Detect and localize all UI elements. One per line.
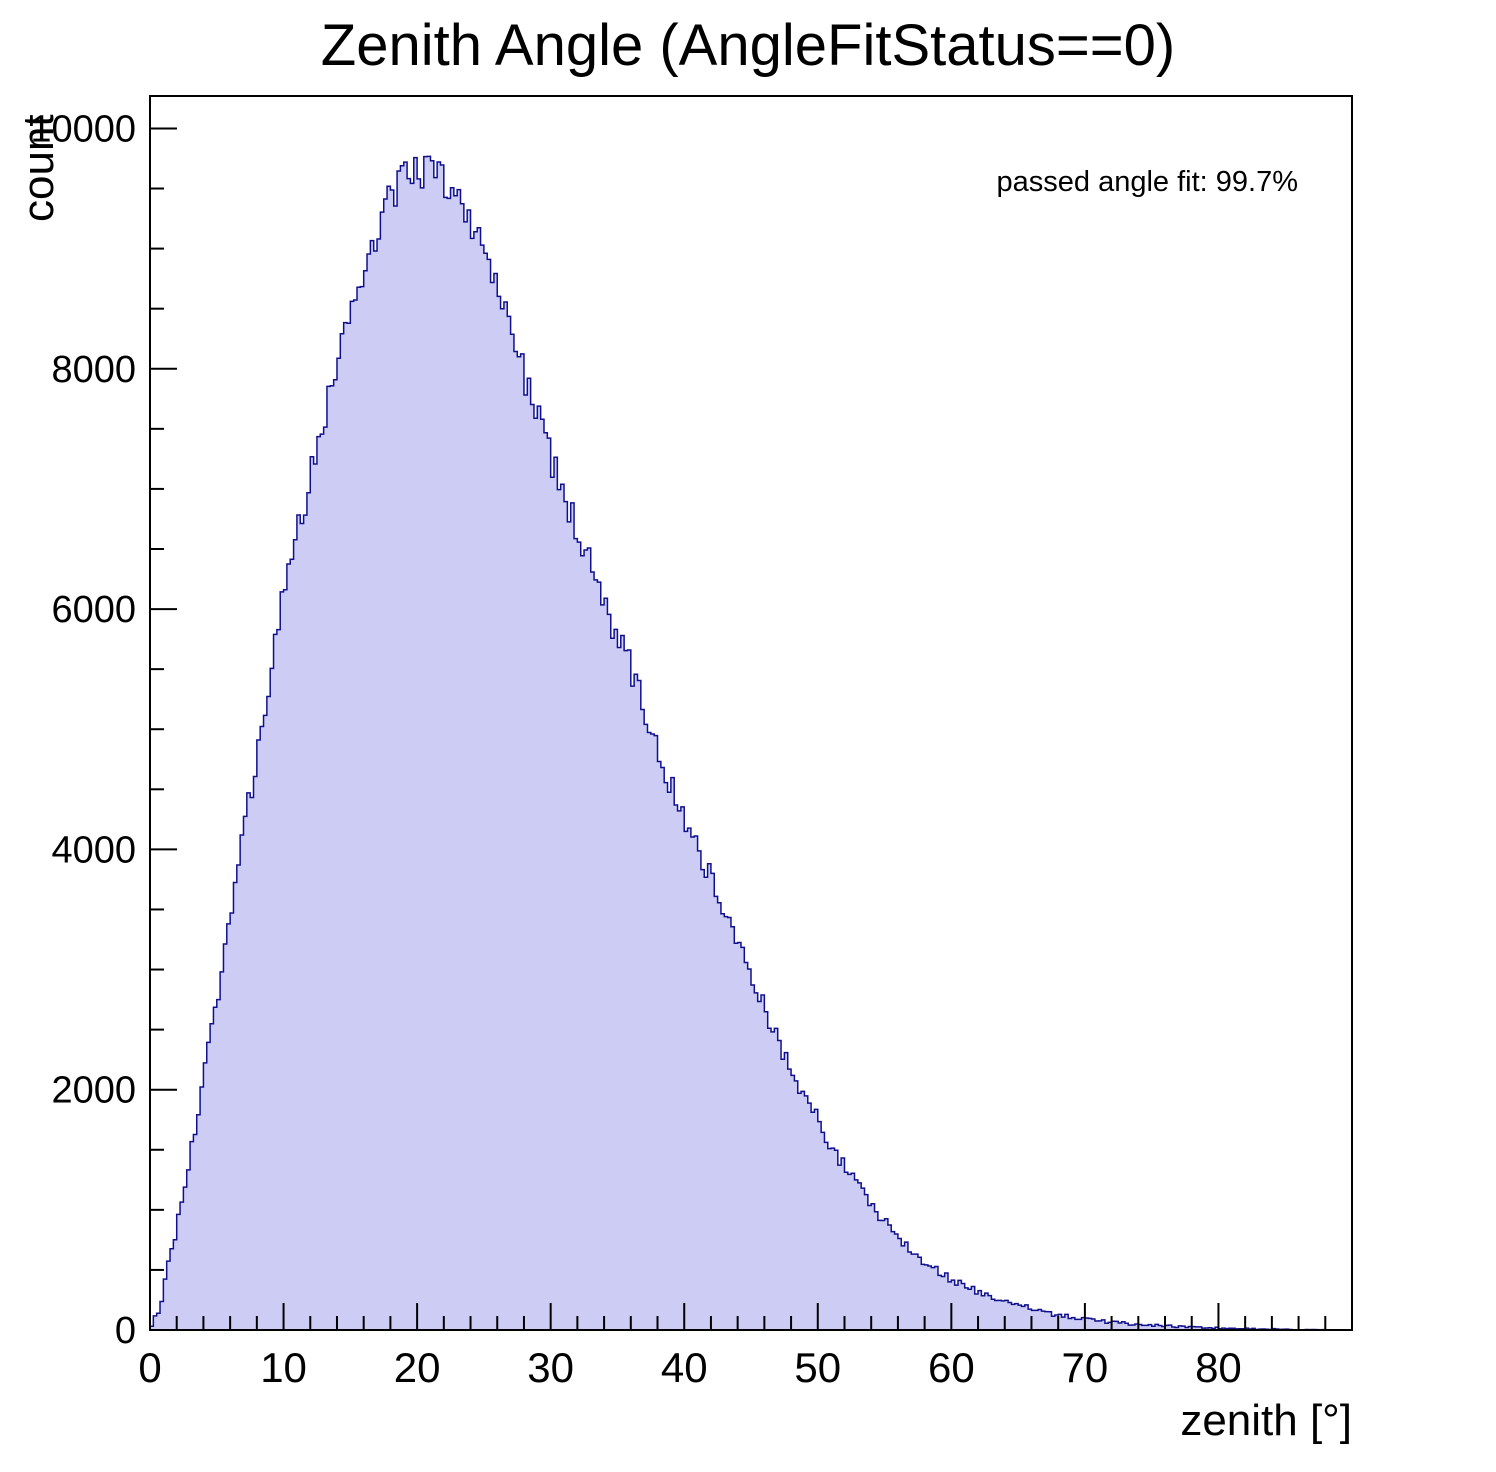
x-tick-label: 50 [794,1344,841,1391]
y-tick-label: 10000 [30,108,136,150]
x-tick-label: 10 [260,1344,307,1391]
y-tick-label: 2000 [51,1070,136,1112]
passed-angle-fit-annotation: passed angle fit: 99.7% [996,166,1298,198]
chart-title: Zenith Angle (AngleFitStatus==0) [320,13,1176,78]
x-tick-label: 70 [1062,1344,1109,1391]
x-tick-label: 60 [928,1344,975,1391]
x-tick-label: 30 [527,1344,574,1391]
y-tick-label: 4000 [51,829,136,871]
plot-frame [149,95,1353,1331]
x-tick-label: 20 [394,1344,441,1391]
x-tick-label: 0 [138,1344,161,1391]
histogram-series [149,155,1327,1331]
y-tick-label: 0 [115,1310,136,1352]
y-tick-label: 6000 [51,589,136,631]
x-axis-label: zenith [°] [1180,1396,1352,1445]
x-tick-label: 80 [1195,1344,1242,1391]
y-axis-label: count [14,114,63,222]
y-tick-label: 8000 [51,349,136,391]
x-tick-label: 40 [661,1344,708,1391]
